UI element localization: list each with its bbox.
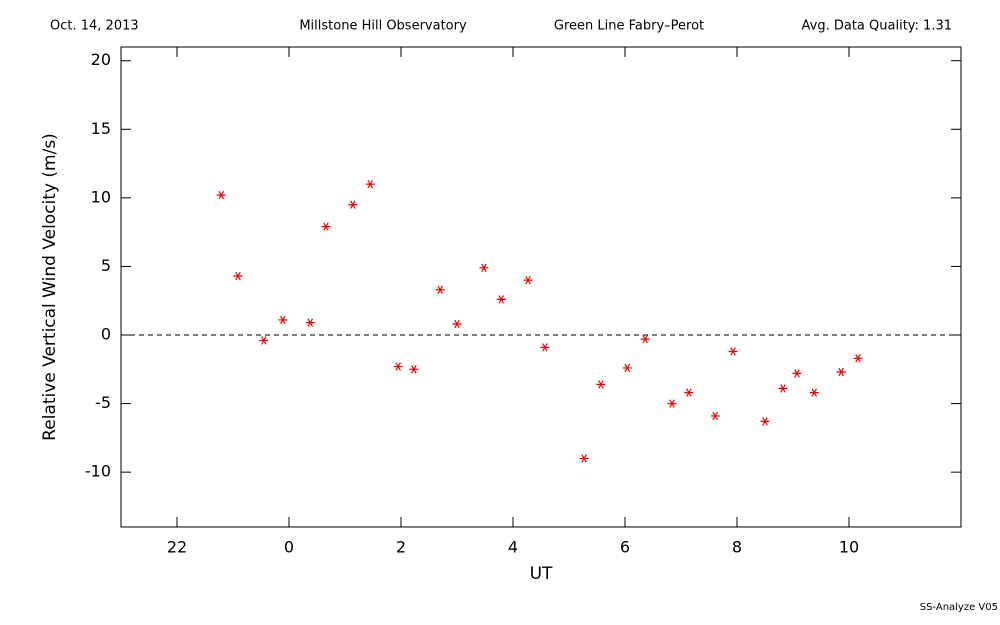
data-point xyxy=(365,179,375,189)
x-axis-label: UT xyxy=(530,564,553,584)
y-tick-label: 10 xyxy=(91,187,111,206)
data-point xyxy=(667,399,677,408)
y-tick-label: 15 xyxy=(91,119,111,138)
data-point xyxy=(540,343,550,352)
x-tick-label: 2 xyxy=(396,538,406,557)
date: Oct. 14, 2013 xyxy=(50,19,139,34)
data-point xyxy=(259,336,269,345)
plot-frame xyxy=(120,46,962,528)
x-tick-label: 4 xyxy=(508,538,518,557)
x-tick-label: 6 xyxy=(620,538,630,557)
data-point xyxy=(435,285,445,294)
data-point xyxy=(622,363,632,373)
y-tick-label: -5 xyxy=(95,393,111,412)
data-point xyxy=(836,367,846,377)
data-point xyxy=(728,347,738,356)
data-point xyxy=(809,388,819,397)
data-point xyxy=(321,222,331,231)
x-tick-label: 8 xyxy=(732,538,742,557)
data-point xyxy=(640,334,650,344)
data-point xyxy=(710,411,720,421)
y-tick-label: 0 xyxy=(101,325,111,344)
observatory: Millstone Hill Observatory xyxy=(299,19,467,34)
data-point xyxy=(393,362,403,371)
data-point xyxy=(579,454,589,463)
data-quality: Avg. Data Quality: 1.31 xyxy=(802,19,952,34)
data-point xyxy=(792,369,802,378)
data-point xyxy=(496,295,506,304)
data-point xyxy=(760,417,770,426)
data-point xyxy=(523,275,533,285)
data-point xyxy=(409,365,419,374)
data-point xyxy=(348,200,358,209)
instrument: Green Line Fabry–Perot xyxy=(554,19,704,34)
data-point xyxy=(853,354,863,363)
y-axis-label: Relative Vertical Wind Velocity (m/s) xyxy=(40,133,60,441)
data-point xyxy=(778,384,788,393)
data-point xyxy=(233,271,243,281)
y-tick-label: -10 xyxy=(85,462,111,481)
data-point xyxy=(278,315,288,325)
y-tick-label: 5 xyxy=(101,256,111,275)
data-point xyxy=(479,263,489,272)
footer: SS-Analyze V05 xyxy=(920,602,998,613)
data-point xyxy=(684,388,694,397)
data-point xyxy=(596,380,606,389)
data-point xyxy=(216,190,226,200)
x-tick-label: 10 xyxy=(839,538,859,557)
x-tick-label: 0 xyxy=(284,538,294,557)
x-tick-label: 22 xyxy=(167,538,187,557)
data-point xyxy=(452,319,462,329)
data-point xyxy=(305,318,315,327)
y-tick-label: 20 xyxy=(91,50,111,69)
